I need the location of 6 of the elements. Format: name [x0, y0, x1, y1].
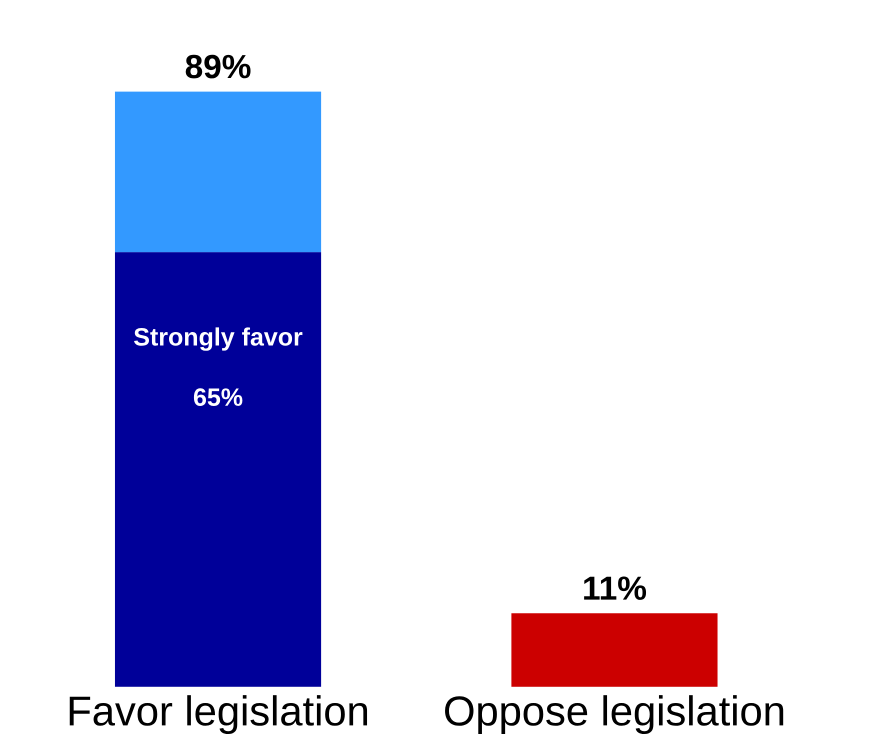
total-label: 89% — [186, 54, 251, 78]
x-tick-label: Favor legislation — [70, 695, 368, 734]
data-label: 65% — [194, 388, 242, 406]
series-label: Strongly favor — [134, 327, 302, 351]
x-tick-label: Oppose legislation — [445, 695, 784, 734]
total-label: 11% — [584, 576, 646, 600]
